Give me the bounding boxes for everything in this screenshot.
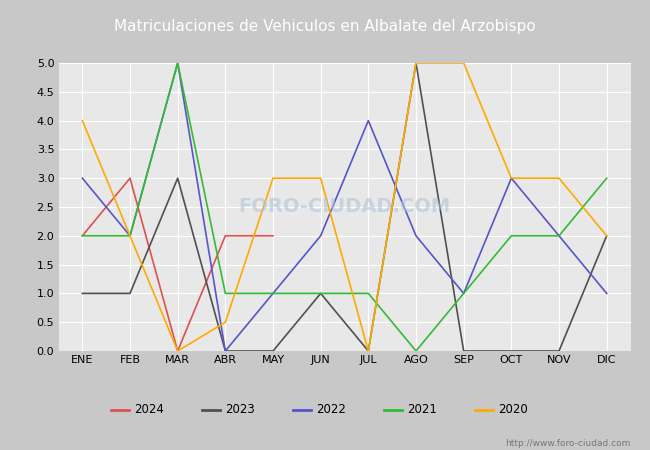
2023 — [412, 60, 420, 66]
2024 — [126, 176, 134, 181]
2024 — [79, 233, 86, 238]
2021 — [79, 233, 86, 238]
2021 — [174, 60, 181, 66]
2023 — [317, 291, 324, 296]
2021 — [269, 291, 277, 296]
Line: 2020: 2020 — [83, 63, 606, 351]
2021 — [412, 348, 420, 354]
Text: 2023: 2023 — [225, 403, 255, 416]
2020 — [126, 233, 134, 238]
2022 — [222, 348, 229, 354]
2020 — [460, 60, 467, 66]
Text: Matriculaciones de Vehiculos en Albalate del Arzobispo: Matriculaciones de Vehiculos en Albalate… — [114, 19, 536, 35]
2021 — [603, 176, 610, 181]
2021 — [508, 233, 515, 238]
2020 — [412, 60, 420, 66]
2020 — [555, 176, 563, 181]
2022 — [365, 118, 372, 123]
2021 — [317, 291, 324, 296]
Line: 2022: 2022 — [83, 63, 606, 351]
2023 — [126, 291, 134, 296]
2022 — [603, 291, 610, 296]
Line: 2024: 2024 — [83, 178, 273, 351]
2021 — [126, 233, 134, 238]
Text: FORO-CIUDAD.COM: FORO-CIUDAD.COM — [239, 198, 450, 216]
2021 — [365, 291, 372, 296]
Text: http://www.foro-ciudad.com: http://www.foro-ciudad.com — [505, 439, 630, 448]
2022 — [126, 233, 134, 238]
2020 — [508, 176, 515, 181]
2022 — [269, 291, 277, 296]
Text: 2024: 2024 — [134, 403, 164, 416]
2022 — [317, 233, 324, 238]
2022 — [79, 176, 86, 181]
Text: 2020: 2020 — [498, 403, 528, 416]
Text: 2021: 2021 — [407, 403, 437, 416]
2023 — [269, 348, 277, 354]
2020 — [603, 233, 610, 238]
2023 — [79, 291, 86, 296]
2022 — [174, 60, 181, 66]
2022 — [412, 233, 420, 238]
2020 — [174, 348, 181, 354]
2023 — [460, 348, 467, 354]
2023 — [174, 176, 181, 181]
2020 — [79, 118, 86, 123]
2023 — [365, 348, 372, 354]
2024 — [174, 348, 181, 354]
Text: 2022: 2022 — [316, 403, 346, 416]
Line: 2023: 2023 — [83, 63, 606, 351]
2021 — [222, 291, 229, 296]
2023 — [603, 233, 610, 238]
2022 — [508, 176, 515, 181]
2022 — [555, 233, 563, 238]
2022 — [460, 291, 467, 296]
2024 — [222, 233, 229, 238]
2024 — [269, 233, 277, 238]
2021 — [555, 233, 563, 238]
2021 — [460, 291, 467, 296]
2020 — [365, 348, 372, 354]
2020 — [317, 176, 324, 181]
2020 — [222, 320, 229, 325]
2023 — [222, 348, 229, 354]
2023 — [555, 348, 563, 354]
Line: 2021: 2021 — [83, 63, 606, 351]
2020 — [269, 176, 277, 181]
2023 — [508, 348, 515, 354]
